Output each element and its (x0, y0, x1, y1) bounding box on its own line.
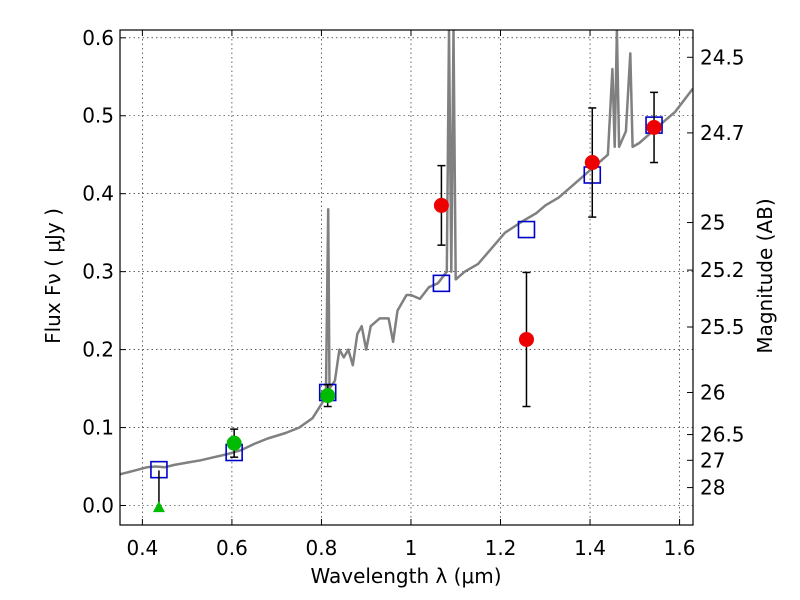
observed-point-circle (518, 331, 534, 347)
x-axis-label: Wavelength λ (μm) (310, 564, 501, 588)
observed-point-circle (584, 155, 600, 171)
y-tick-label: 0.1 (82, 416, 114, 440)
y2-tick-label: 25 (700, 211, 725, 235)
model-point-square (432, 274, 451, 293)
x-tick-label: 1.6 (664, 536, 696, 560)
x-tick-label: 1.2 (485, 536, 517, 560)
model-spectrum-line (120, 30, 693, 476)
y-tick-label: 0.2 (82, 338, 114, 362)
y2-tick-label: 25.5 (700, 315, 745, 339)
y-tick-label: 0.4 (82, 182, 114, 206)
observed-point-circle (320, 388, 336, 404)
y-axis-label: Flux Fν ( μJy ) (41, 208, 65, 344)
y2-tick-label: 25.2 (700, 258, 745, 282)
y-tick-label: 0.3 (82, 260, 114, 284)
x-tick-label: 0.6 (216, 536, 248, 560)
y2-axis-label: Magnitude (AB) (753, 198, 777, 353)
y2-tick-label: 24.5 (700, 45, 745, 69)
y2-tick-label: 26 (700, 380, 725, 404)
x-tick-label: 0.8 (306, 536, 338, 560)
x-tick-label: 0.4 (126, 536, 158, 560)
plot-area (120, 30, 693, 513)
y-tick-label: 0.6 (82, 26, 114, 50)
x-tick-label: 1 (405, 536, 418, 560)
y2-tick-label: 26.5 (700, 423, 745, 447)
observed-point-circle (226, 435, 242, 451)
grid-lines (120, 30, 693, 525)
model-point-square (517, 220, 536, 239)
y-tick-label: 0.0 (82, 494, 114, 518)
plot-frame (119, 29, 694, 526)
y2-tick-label: 28 (700, 476, 725, 500)
axis-ticks: 0.4 0.6 0.8 1 1.2 1.4 1.6 0.0 0.1 0.2 0.3 0.4 0.5 0.6… (82, 26, 744, 560)
x-tick-label: 1.4 (574, 536, 606, 560)
y2-tick-label: 24.7 (700, 121, 745, 145)
y-tick-label: 0.5 (82, 104, 114, 128)
upper-limit-triangle (152, 501, 165, 513)
observed-point-circle (646, 119, 662, 135)
y2-tick-label: 27 (700, 448, 725, 472)
observed-point-circle (433, 197, 449, 213)
